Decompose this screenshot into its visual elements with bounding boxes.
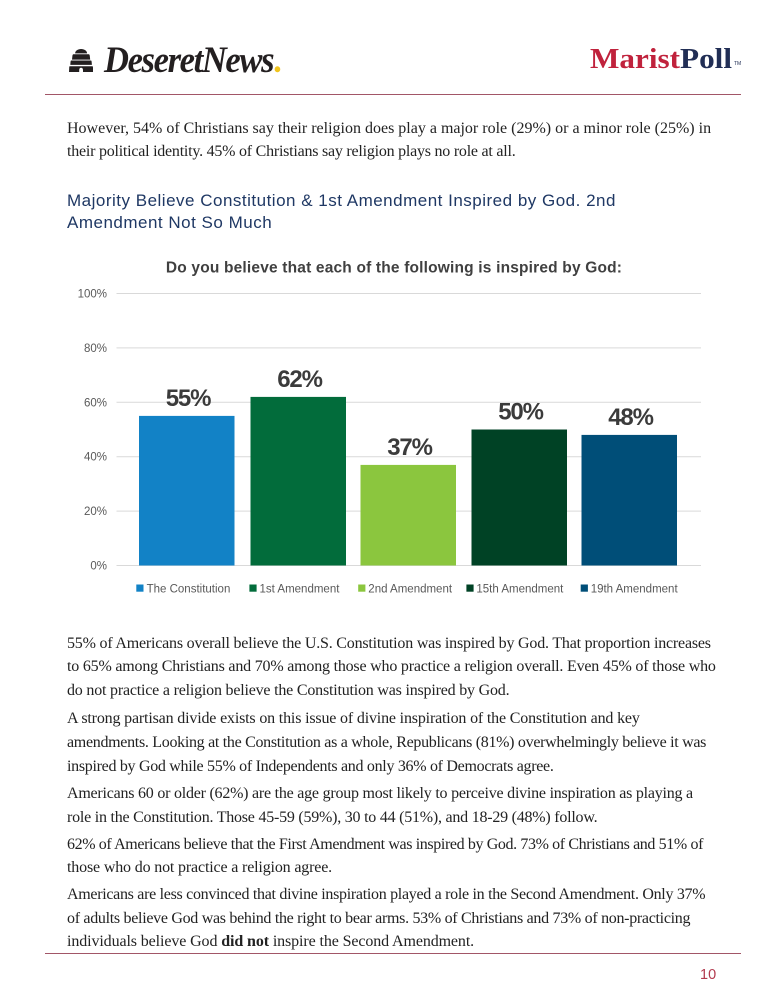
svg-text:2nd Amendment: 2nd Amendment [368,584,453,596]
svg-text:Do you believe that each of th: Do you believe that each of the followin… [166,260,622,277]
svg-text:19th Amendment: 19th Amendment [591,584,679,596]
svg-text:The Constitution: The Constitution [147,584,231,596]
svg-text:20%: 20% [84,506,107,518]
svg-text:15th Amendment: 15th Amendment [476,584,564,596]
svg-text:1st Amendment: 1st Amendment [260,584,341,596]
svg-text:55%: 55% [166,385,211,412]
svg-text:100%: 100% [78,289,107,301]
svg-text:62%: 62% [277,366,322,393]
svg-text:48%: 48% [608,404,653,431]
svg-text:0%: 0% [90,561,107,573]
svg-text:80%: 80% [84,343,107,355]
svg-text:60%: 60% [84,397,107,409]
svg-text:50%: 50% [498,399,543,426]
svg-text:40%: 40% [84,452,107,464]
svg-text:37%: 37% [387,434,432,461]
